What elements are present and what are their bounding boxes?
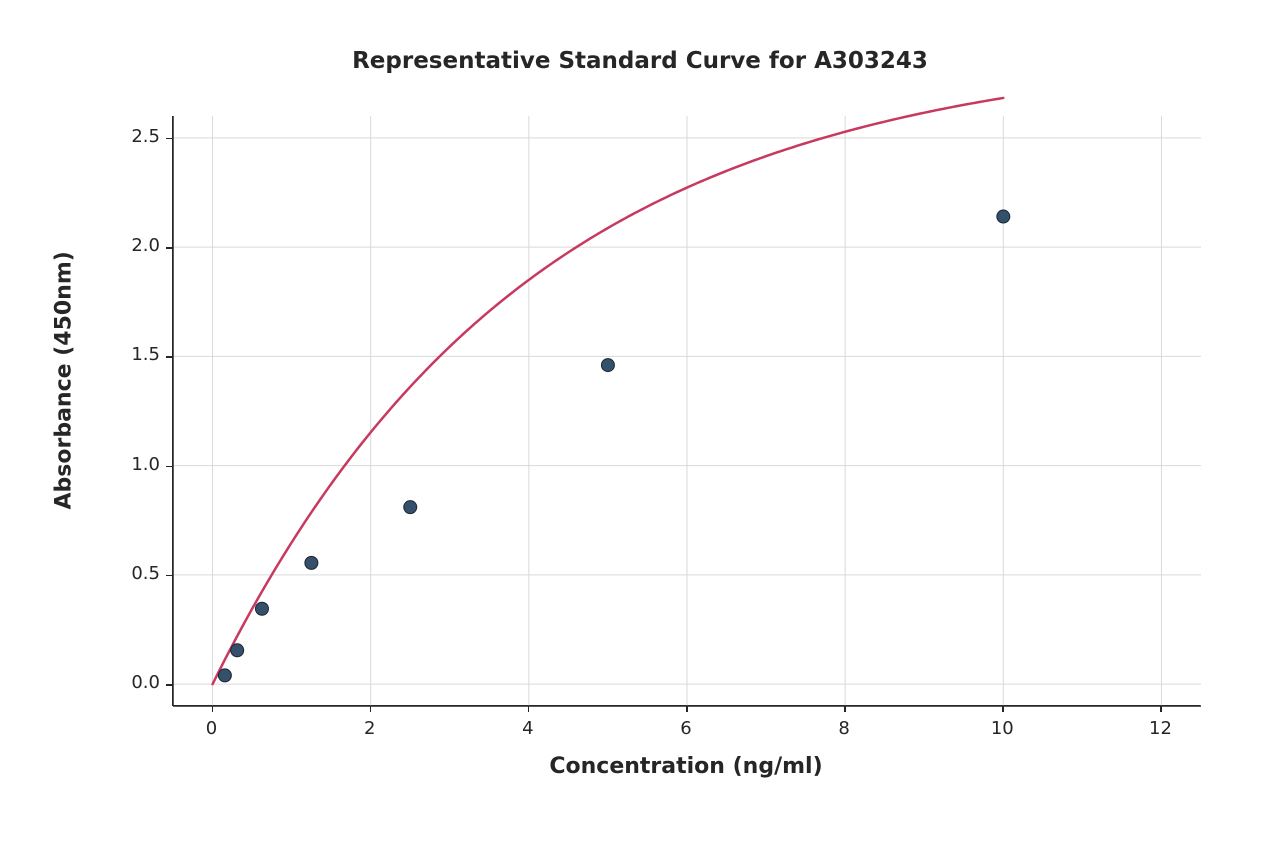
x-tick	[212, 706, 214, 712]
y-tick-label: 1.0	[131, 454, 160, 475]
data-point	[305, 556, 318, 569]
x-tick	[1160, 706, 1162, 712]
x-tick-label: 6	[656, 718, 716, 739]
data-point	[404, 501, 417, 514]
plot-svg	[173, 116, 1201, 706]
y-axis-label: Absorbance (450nm)	[52, 310, 77, 510]
data-point	[231, 644, 244, 657]
y-tick-label: 0.5	[131, 563, 160, 584]
x-tick	[844, 706, 846, 712]
y-tick	[166, 684, 172, 686]
x-tick-label: 0	[182, 718, 242, 739]
data-point	[255, 602, 268, 615]
chart-title: Representative Standard Curve for A30324…	[0, 48, 1280, 74]
data-point	[997, 210, 1010, 223]
figure: Representative Standard Curve for A30324…	[0, 0, 1280, 845]
fitted-curve	[213, 98, 1004, 684]
x-tick	[1002, 706, 1004, 712]
y-tick	[166, 575, 172, 577]
x-tick	[370, 706, 372, 712]
y-tick-label: 1.5	[131, 344, 160, 365]
y-tick-label: 2.0	[131, 235, 160, 256]
y-tick	[166, 466, 172, 468]
x-tick	[686, 706, 688, 712]
data-point	[601, 359, 614, 372]
y-tick-label: 0.0	[131, 672, 160, 693]
plot-area	[172, 116, 1200, 706]
y-tick-label: 2.5	[131, 126, 160, 147]
y-tick	[166, 138, 172, 140]
x-tick-label: 10	[972, 718, 1032, 739]
y-tick	[166, 247, 172, 249]
x-tick-label: 8	[814, 718, 874, 739]
data-point	[218, 669, 231, 682]
y-tick	[166, 356, 172, 358]
x-tick-label: 2	[340, 718, 400, 739]
x-axis-label: Concentration (ng/ml)	[172, 754, 1200, 779]
x-tick-label: 12	[1130, 718, 1190, 739]
x-tick-label: 4	[498, 718, 558, 739]
x-tick	[528, 706, 530, 712]
